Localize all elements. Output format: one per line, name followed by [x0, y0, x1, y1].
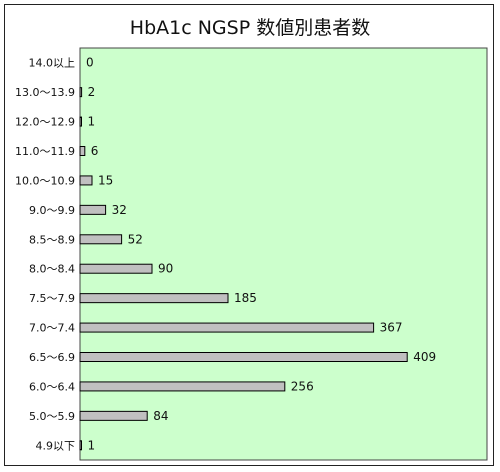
- value-label: 52: [128, 232, 143, 246]
- value-label: 15: [98, 173, 113, 187]
- bar-12: [79, 410, 148, 421]
- chart-frame: HbA1c NGSP 数値別患者数 14.0以上 13.0～13.9 12.0～12…: [4, 4, 494, 466]
- value-label: 84: [153, 409, 168, 423]
- value-label: 1: [88, 438, 96, 452]
- bar-group: [79, 87, 408, 451]
- category-label: 7.5～7.9: [29, 292, 75, 305]
- bar-7: [79, 263, 153, 274]
- value-label: 367: [380, 321, 403, 335]
- category-label: 8.5～8.9: [29, 233, 75, 246]
- category-label: 9.0～9.9: [29, 204, 75, 217]
- value-label: 185: [234, 291, 257, 305]
- category-label: 8.0～8.4: [29, 263, 75, 276]
- value-label: 409: [413, 350, 436, 364]
- value-label: 32: [112, 203, 127, 217]
- value-label: 6: [91, 144, 99, 158]
- category-ticks: 14.0以上 13.0～13.9 12.0～12.9 11.0～11.9 10.0～10…: [15, 57, 75, 453]
- plot-area: [79, 47, 488, 461]
- bar-3: [79, 146, 86, 156]
- bar-5: [79, 204, 107, 215]
- value-labels: 0 2 1 6 15 32 52 90 185 367 409 256 84 1: [86, 56, 436, 453]
- category-label: 11.0～11.9: [15, 145, 75, 158]
- bar-chart: 14.0以上 13.0～13.9 12.0～12.9 11.0～11.9 10.0～10…: [15, 47, 488, 461]
- bar-6: [79, 234, 123, 245]
- bar-1: [79, 87, 83, 98]
- category-label: 10.0～10.9: [15, 174, 75, 187]
- chart-title: HbA1c NGSP 数値別患者数: [129, 17, 371, 39]
- category-label: 6.5～6.9: [29, 351, 75, 364]
- category-label: 6.0～6.4: [29, 380, 75, 393]
- bar-8: [79, 293, 229, 304]
- category-label: 14.0以上: [29, 57, 76, 70]
- category-label: 5.0～5.9: [29, 410, 75, 423]
- value-label: 256: [291, 379, 314, 393]
- bar-4: [79, 175, 93, 186]
- category-label: 12.0～12.9: [15, 116, 75, 129]
- category-label: 4.9以下: [36, 439, 76, 452]
- value-label: 2: [88, 85, 96, 99]
- bar-2: [79, 116, 82, 127]
- bar-10: [79, 352, 408, 362]
- bar-9: [79, 322, 375, 333]
- bar-13: [79, 440, 82, 451]
- category-label: 7.0～7.4: [29, 322, 75, 335]
- value-label: 1: [88, 115, 96, 129]
- category-label: 13.0～13.9: [15, 86, 75, 99]
- bar-11: [79, 381, 286, 392]
- value-label: 0: [86, 56, 94, 70]
- value-label: 90: [158, 262, 173, 276]
